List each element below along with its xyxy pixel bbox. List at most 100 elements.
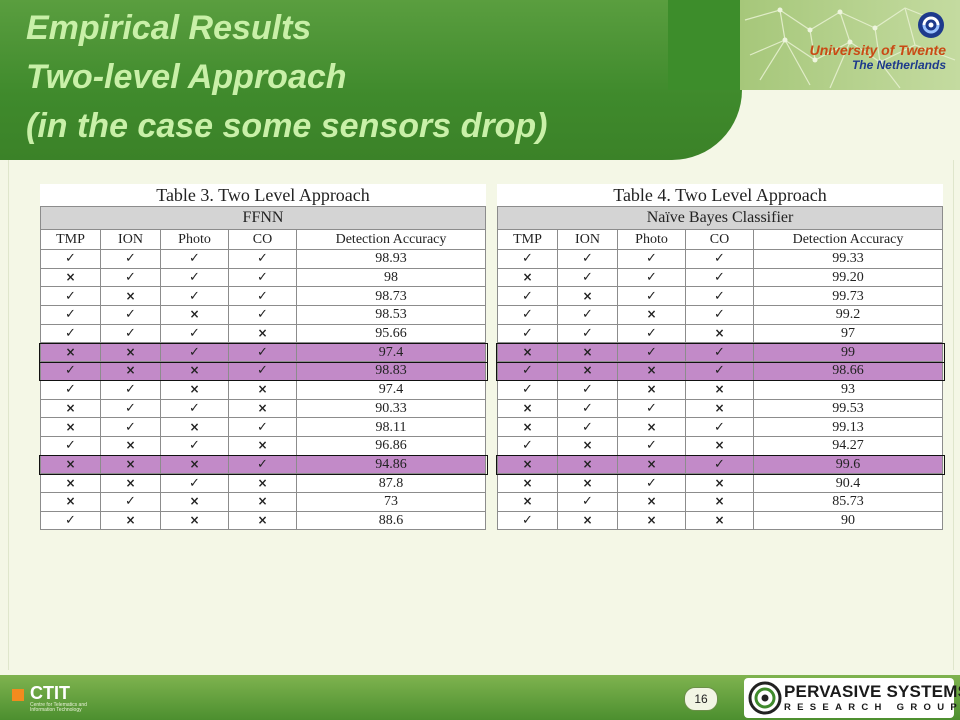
table-row: ✓ × × × 88.6 xyxy=(40,510,486,531)
column-header-photo: Photo xyxy=(617,229,686,250)
check-icon: ✓ xyxy=(189,438,200,454)
research-group-subtitle: RESEARCH GROUP xyxy=(784,702,960,713)
sensor-cell: × xyxy=(685,379,754,400)
cross-icon: × xyxy=(257,326,268,341)
check-icon: ✓ xyxy=(522,363,533,379)
accuracy-cell: 95.66 xyxy=(296,323,486,344)
sensor-cell: × xyxy=(228,323,297,344)
check-icon: ✓ xyxy=(522,307,533,323)
sensor-cell: × xyxy=(228,510,297,531)
accuracy-cell: 99.20 xyxy=(753,267,943,288)
table-row: × × ✓ × 90.4 xyxy=(497,473,943,493)
sensor-cell: ✓ xyxy=(557,379,618,400)
sensor-cell: × xyxy=(228,491,297,512)
table-caption: Table 3. Two Level Approach xyxy=(40,184,486,206)
sensor-cell: ✓ xyxy=(497,510,558,531)
cross-icon: × xyxy=(257,438,268,453)
accuracy-cell: 97 xyxy=(753,323,943,344)
accuracy-cell: 87.8 xyxy=(296,473,486,493)
column-headers: TMP ION Photo CO Detection Accuracy xyxy=(40,229,486,250)
sensor-cell: × xyxy=(160,417,229,437)
sensor-cell: × xyxy=(617,491,686,512)
pervasive-systems-logo: PERVASIVE SYSTEMS RESEARCH GROUP xyxy=(744,678,960,718)
cross-icon: × xyxy=(714,475,725,490)
check-icon: ✓ xyxy=(65,307,76,323)
sensor-cell: × xyxy=(160,454,229,475)
cross-icon: × xyxy=(189,494,200,509)
sensor-cell: ✓ xyxy=(228,249,297,269)
sensor-cell: ✓ xyxy=(228,361,297,381)
check-icon: ✓ xyxy=(522,326,533,342)
cross-icon: × xyxy=(65,344,76,359)
sensor-cell: × xyxy=(160,491,229,512)
check-icon: ✓ xyxy=(65,382,76,398)
sensor-cell: ✓ xyxy=(497,286,558,307)
sensor-cell: × xyxy=(557,286,618,307)
sensor-cell: ✓ xyxy=(228,454,297,475)
accuracy-cell: 94.86 xyxy=(296,454,486,475)
university-country: The Netherlands xyxy=(851,58,946,72)
check-icon: ✓ xyxy=(65,438,76,454)
check-icon: ✓ xyxy=(257,456,268,472)
sensor-cell: ✓ xyxy=(100,305,161,325)
sensor-cell: × xyxy=(557,473,618,493)
check-icon: ✓ xyxy=(646,251,657,267)
sensor-cell: ✓ xyxy=(100,323,161,344)
sensor-cell: × xyxy=(100,454,161,475)
sensor-cell: ✓ xyxy=(228,305,297,325)
accuracy-cell: 99.6 xyxy=(753,454,943,475)
accuracy-cell: 93 xyxy=(753,379,943,400)
sensor-cell: × xyxy=(497,491,558,512)
sensor-cell: × xyxy=(685,491,754,512)
sensor-cell: ✓ xyxy=(40,361,101,381)
table-row: × × ✓ × 87.8 xyxy=(40,473,486,493)
accuracy-cell: 99.2 xyxy=(753,305,943,325)
sensor-cell: × xyxy=(557,361,618,381)
sensor-cell: ✓ xyxy=(685,286,754,307)
sensor-cell: × xyxy=(497,267,558,288)
cross-icon: × xyxy=(189,382,200,397)
table-ffnn: Table 3. Two Level Approach FFNN TMP ION… xyxy=(40,184,486,531)
check-icon: ✓ xyxy=(646,475,657,491)
cross-icon: × xyxy=(65,494,76,509)
sensor-cell: ✓ xyxy=(497,379,558,400)
sensor-cell: ✓ xyxy=(685,267,754,288)
sensor-cell: ✓ xyxy=(497,249,558,269)
sensor-cell: ✓ xyxy=(497,361,558,381)
title-line-2: Two-level Approach xyxy=(26,58,347,96)
sensor-cell: × xyxy=(40,473,101,493)
cross-icon: × xyxy=(65,400,76,415)
university-name: University of Twente xyxy=(809,42,946,58)
sensor-cell: × xyxy=(40,491,101,512)
sensor-cell: ✓ xyxy=(100,398,161,419)
check-icon: ✓ xyxy=(582,419,593,435)
cross-icon: × xyxy=(65,475,76,490)
sensor-cell: ✓ xyxy=(100,267,161,288)
sensor-cell: × xyxy=(685,510,754,531)
sensor-cell: ✓ xyxy=(228,286,297,307)
sensor-cell: ✓ xyxy=(617,473,686,493)
table-row: ✓ × ✓ ✓ 98.73 xyxy=(40,286,486,307)
sensor-cell: ✓ xyxy=(160,267,229,288)
sensor-cell: ✓ xyxy=(617,267,686,288)
table-row: ✓ × ✓ × 94.27 xyxy=(497,435,943,456)
university-wordmark: University of Twente The Netherlands xyxy=(810,42,946,72)
highlighted-table-row: ✓ × × ✓ 98.83 xyxy=(40,361,486,381)
cross-icon: × xyxy=(646,456,657,471)
sensor-cell: ✓ xyxy=(617,323,686,344)
sensor-cell: × xyxy=(228,473,297,493)
check-icon: ✓ xyxy=(257,251,268,267)
sensor-cell: ✓ xyxy=(617,435,686,456)
cross-icon: × xyxy=(582,344,593,359)
ctit-logo: CTIT Centre for Telematics and Informati… xyxy=(12,681,87,713)
highlighted-table-row: × × ✓ ✓ 99 xyxy=(497,342,943,363)
check-icon: ✓ xyxy=(189,251,200,267)
cross-icon: × xyxy=(582,438,593,453)
sensor-cell: × xyxy=(557,454,618,475)
sensor-cell: × xyxy=(685,323,754,344)
accuracy-cell: 97.4 xyxy=(296,342,486,363)
check-icon: ✓ xyxy=(189,326,200,342)
column-header-photo: Photo xyxy=(160,229,229,250)
check-icon: ✓ xyxy=(714,456,725,472)
column-header-co: CO xyxy=(228,229,297,250)
